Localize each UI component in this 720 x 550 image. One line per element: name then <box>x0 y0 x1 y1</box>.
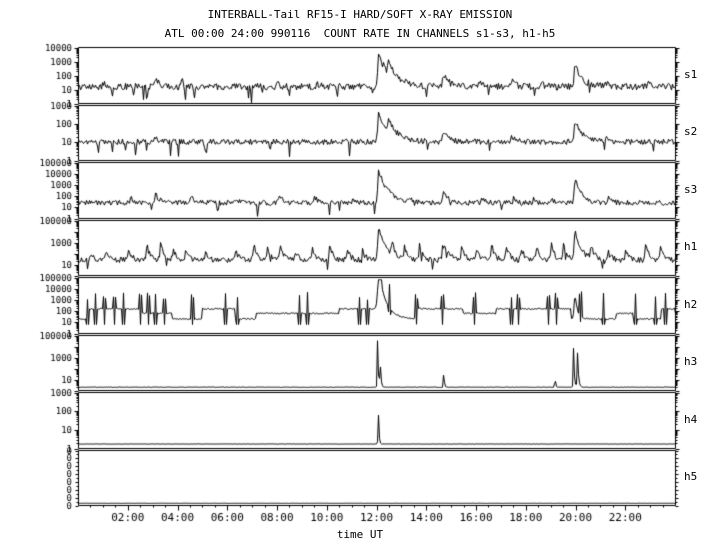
panel-label-h4: h4 <box>684 413 698 426</box>
plot-title: INTERBALL-Tail RF15-I HARD/SOFT X-RAY EM… <box>207 8 513 21</box>
panel-label-s2: s2 <box>684 125 698 138</box>
panel-label-h5: h5 <box>684 470 698 483</box>
plot-subtitle: ATL 00:00 24:00 990116 COUNT RATE IN CHA… <box>164 27 556 40</box>
x-axis-label: time UT <box>336 528 384 541</box>
panel-label-s1: s1 <box>684 68 698 81</box>
panel-label-h3: h3 <box>684 355 698 368</box>
panel-label-h1: h1 <box>684 240 698 253</box>
panel-label-h2: h2 <box>684 298 698 311</box>
panel-label-s3: s3 <box>684 183 698 196</box>
